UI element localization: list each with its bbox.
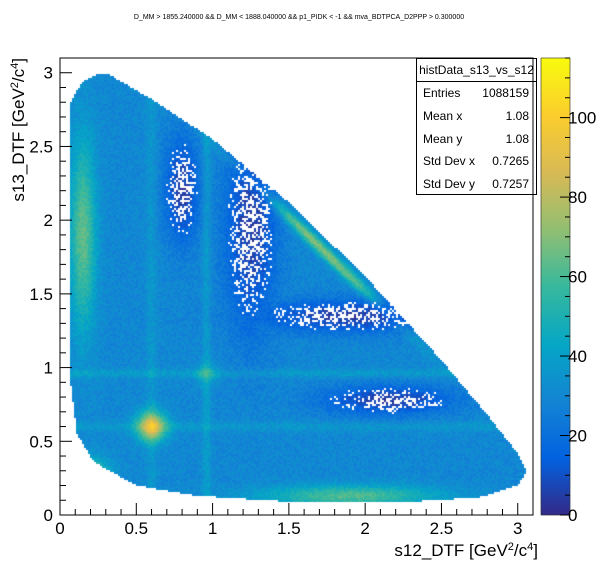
plot-frame <box>59 57 534 516</box>
stats-value: 0.7257 <box>492 177 529 192</box>
stats-value: 1.08 <box>505 131 529 146</box>
stats-key: Mean x <box>423 108 463 123</box>
x-tick-label: 1 <box>208 519 217 538</box>
stats-row-mean-x: Mean x 1.08 <box>417 105 536 128</box>
colorbar-frame <box>540 57 571 516</box>
y-axis-title: s13_DTF [GeV2/c4] <box>9 58 28 202</box>
y-tick-label: 0 <box>44 506 53 525</box>
y-tick-label: 1.5 <box>29 285 53 304</box>
stats-key: Entries <box>423 86 461 100</box>
colorbar-tick-label: 20 <box>568 427 587 446</box>
x-tick-label: 0 <box>55 519 64 538</box>
stats-key: Std Dev y <box>423 177 476 192</box>
stats-value: 1088159 <box>482 86 529 100</box>
stats-box: histData_s13_vs_s12 Entries 1088159 Mean… <box>416 58 537 195</box>
x-tick-label: 3 <box>513 519 522 538</box>
stats-row-mean-y: Mean y 1.08 <box>417 128 536 151</box>
stats-row-stddev-y: Std Dev y 0.7257 <box>417 173 536 196</box>
colorbar-tick-label: 60 <box>568 268 587 287</box>
colorbar-tick-label: 0 <box>568 506 577 525</box>
stats-row-entries: Entries 1088159 <box>417 82 536 105</box>
colorbar-tick-label: 80 <box>568 188 587 207</box>
x-tick-label: 1.5 <box>277 519 301 538</box>
stats-key: Std Dev x <box>423 154 476 169</box>
stats-box-name: histData_s13_vs_s12 <box>417 59 536 82</box>
y-tick-label: 3 <box>44 64 53 83</box>
colorbar-tick-label: 40 <box>568 347 587 366</box>
x-tick-label: 2 <box>360 519 369 538</box>
y-tick-label: 0.5 <box>29 432 53 451</box>
stats-key: Mean y <box>423 131 463 146</box>
y-tick-label: 2 <box>44 211 53 230</box>
colorbar-tick-label: 100 <box>568 109 596 128</box>
y-tick-label: 2.5 <box>29 137 53 156</box>
stats-row-stddev-x: Std Dev x 0.7265 <box>417 150 536 173</box>
x-tick-label: 2.5 <box>430 519 454 538</box>
x-axis-title: s12_DTF [GeV2/c4] <box>394 541 538 560</box>
stats-value: 1.08 <box>505 108 529 123</box>
selection-cut-title: D_MM > 1855.240000 && D_MM < 1888.040000… <box>133 14 465 21</box>
y-tick-label: 1 <box>44 359 53 378</box>
stats-value: 0.7265 <box>492 154 529 169</box>
x-tick-label: 0.5 <box>124 519 148 538</box>
